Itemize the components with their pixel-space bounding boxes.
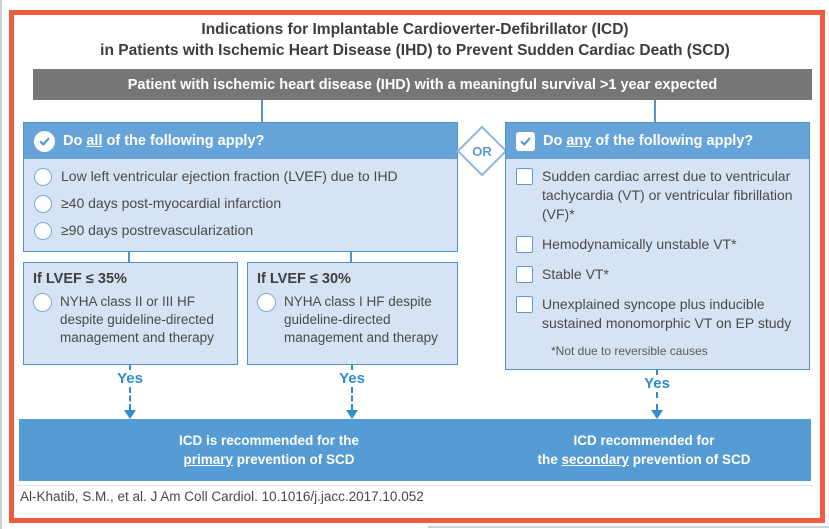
dashed-line: [351, 365, 353, 370]
dashed-line: [129, 387, 131, 410]
patient-criteria-bar: Patient with ischemic heart disease (IHD…: [33, 69, 812, 100]
figure-title-line1: Indications for Implantable Cardioverter…: [201, 21, 629, 38]
criteria-item-label: ≥90 days postrevascularization: [61, 222, 254, 238]
screen-edge-left: [0, 0, 2, 529]
criteria-item: Hemodynamically unstable VT*: [516, 235, 799, 254]
criteria-item: NYHA class I HF despite guideline-direct…: [257, 293, 448, 347]
figure-title: Indications for Implantable Cardioverter…: [30, 19, 800, 61]
arrow-down-icon: [124, 410, 136, 419]
yes-label: Yes: [117, 370, 143, 387]
all-criteria-box: Do all of the following apply? Low left …: [23, 122, 458, 252]
checkbox-icon: [516, 296, 533, 313]
outcome-banner: ICD is recommended for the primary preve…: [19, 419, 811, 481]
connector-line-right: [654, 100, 656, 122]
arrow-down-icon: [651, 410, 663, 419]
dashed-line: [351, 387, 353, 410]
patient-criteria-text: Patient with ischemic heart disease (IHD…: [127, 76, 718, 93]
criteria-item-label: Unexplained syncope plus inducible susta…: [542, 296, 792, 331]
checkbox-icon: [516, 236, 533, 253]
radio-circle-icon: [33, 293, 52, 312]
criteria-item: Unexplained syncope plus inducible susta…: [516, 295, 799, 333]
checkbox-checked-icon: [516, 131, 535, 151]
criteria-item-label: Hemodynamically unstable VT*: [542, 236, 737, 252]
lvef-30-box: If LVEF ≤ 30% NYHA class I HF despite gu…: [247, 262, 458, 365]
any-criteria-header: Do any of the following apply?: [506, 123, 809, 159]
criteria-item-label: Stable VT*: [542, 266, 609, 282]
criteria-item: Low left ventricular ejection fraction (…: [34, 167, 447, 186]
all-criteria-list: Low left ventricular ejection fraction (…: [24, 159, 457, 252]
connector-line-sub1: [128, 252, 130, 262]
screen-edge-bottom: [428, 526, 829, 528]
all-criteria-header: Do all of the following apply?: [24, 123, 457, 159]
dashed-line: [656, 392, 658, 410]
criteria-item: ≥40 days post-myocardial infarction: [34, 194, 447, 213]
or-connector: OR: [455, 124, 509, 178]
or-label: OR: [472, 143, 492, 159]
all-criteria-header-label: Do all of the following apply?: [63, 133, 265, 149]
reversible-causes-footnote: *Not due to reversible causes: [551, 344, 708, 358]
lvef-30-condition: If LVEF ≤ 30%: [257, 271, 351, 287]
yes-label: Yes: [644, 375, 670, 392]
lvef-35-box: If LVEF ≤ 35% NYHA class II or III HF de…: [23, 262, 238, 365]
arrow-down-icon: [346, 410, 358, 419]
any-criteria-box: Do any of the following apply? Sudden ca…: [505, 122, 810, 370]
criteria-item-label: NYHA class I HF despite guideline-direct…: [284, 294, 438, 345]
criteria-item: NYHA class II or III HF despite guidelin…: [33, 293, 228, 347]
yes-arrow-2: Yes: [337, 365, 367, 419]
check-circle-icon: [34, 130, 55, 152]
secondary-outcome-line2: the secondary prevention of SCD: [537, 452, 751, 467]
primary-outcome: ICD is recommended for the primary preve…: [19, 419, 519, 481]
dashed-line: [656, 370, 658, 375]
checkbox-icon: [516, 266, 533, 283]
yes-arrow-1: Yes: [115, 365, 145, 419]
figure-border-frame: [9, 10, 825, 523]
criteria-item: Sudden cardiac arrest due to ventricular…: [516, 167, 799, 224]
criteria-item-label: Sudden cardiac arrest due to ventricular…: [542, 168, 793, 222]
criteria-item-label: Low left ventricular ejection fraction (…: [61, 168, 398, 184]
criteria-item-label: ≥40 days post-myocardial infarction: [61, 195, 282, 211]
criteria-item: ≥90 days postrevascularization: [34, 221, 447, 240]
yes-label: Yes: [339, 370, 365, 387]
connector-line-sub2: [350, 252, 352, 262]
yes-arrow-3: Yes: [642, 370, 672, 419]
secondary-outcome-line1: ICD recommended for: [573, 433, 715, 448]
radio-circle-icon: [34, 221, 52, 240]
criteria-item-label: NYHA class II or III HF despite guidelin…: [60, 294, 214, 345]
checkbox-icon: [516, 168, 533, 185]
any-criteria-header-label: Do any of the following apply?: [543, 133, 754, 149]
lvef-35-condition: If LVEF ≤ 35%: [33, 271, 127, 287]
citation-divider: [16, 485, 813, 486]
figure-title-line2: in Patients with Ischemic Heart Disease …: [100, 42, 730, 59]
any-criteria-list: Sudden cardiac arrest due to ventricular…: [506, 159, 809, 362]
dashed-line: [129, 365, 131, 370]
primary-outcome-line1: ICD is recommended for the: [178, 433, 360, 448]
radio-circle-icon: [34, 167, 52, 186]
secondary-outcome: ICD recommended for the secondary preven…: [479, 419, 809, 481]
criteria-item: Stable VT*: [516, 265, 799, 284]
citation: Al-Khatib, S.M., et al. J Am Coll Cardio…: [20, 489, 424, 504]
radio-circle-icon: [34, 194, 52, 213]
connector-line-left: [261, 100, 263, 122]
radio-circle-icon: [257, 293, 276, 312]
primary-outcome-line2: primary prevention of SCD: [183, 452, 355, 467]
